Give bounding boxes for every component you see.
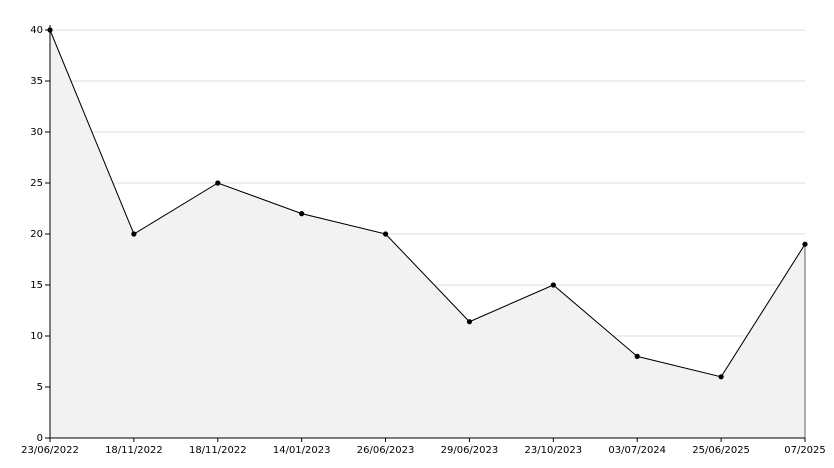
- y-tick-label: 40: [30, 25, 43, 36]
- y-tick-label: 35: [30, 76, 43, 87]
- x-tick-label: 26/06/2023: [357, 445, 415, 456]
- y-tick-label: 30: [30, 127, 43, 138]
- x-tick-label: 25/06/2025: [692, 445, 750, 456]
- marker: [382, 231, 389, 237]
- marker: [718, 374, 724, 380]
- y-tick-label: 5: [37, 382, 43, 393]
- x-tick-label: 29/06/2023: [441, 445, 499, 456]
- x-tick-label: 18/11/2022: [189, 445, 247, 456]
- y-tick-label: 15: [30, 280, 43, 291]
- x-tick-label: 14/01/2023: [273, 445, 331, 456]
- marker: [299, 211, 305, 217]
- y-tick-label: 20: [30, 229, 43, 240]
- y-tick-label: 10: [30, 331, 43, 342]
- marker: [634, 353, 640, 359]
- line: [49, 29, 806, 378]
- x-tick-label: 23/06/2022: [21, 445, 79, 456]
- y-tick-label: 0: [37, 433, 43, 444]
- marker: [550, 282, 556, 288]
- marker: [802, 241, 808, 247]
- x-tick-label: 23/10/2023: [525, 445, 583, 456]
- marker: [466, 319, 473, 325]
- x-tick-label: 07/2025: [784, 445, 826, 456]
- marker: [131, 231, 137, 237]
- marker: [215, 180, 221, 186]
- x-tick-label: 18/11/2022: [105, 445, 163, 456]
- x-tick-label: 03/07/2024: [608, 445, 666, 456]
- y-tick-label: 25: [30, 178, 43, 189]
